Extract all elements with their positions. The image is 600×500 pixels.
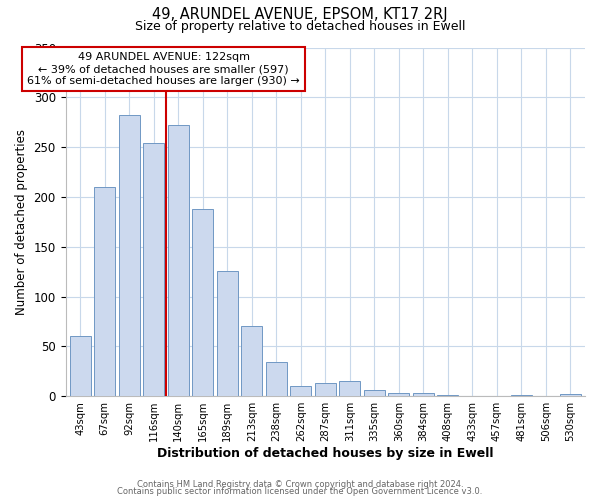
Text: 49 ARUNDEL AVENUE: 122sqm
← 39% of detached houses are smaller (597)
61% of semi: 49 ARUNDEL AVENUE: 122sqm ← 39% of detac… — [27, 52, 300, 86]
Bar — [217, 270, 238, 396]
Bar — [70, 336, 91, 396]
Bar — [511, 395, 532, 396]
Bar — [266, 362, 287, 396]
Text: Contains public sector information licensed under the Open Government Licence v3: Contains public sector information licen… — [118, 487, 482, 496]
Bar — [241, 326, 262, 396]
Bar — [364, 390, 385, 396]
Bar — [315, 384, 335, 396]
Text: Contains HM Land Registry data © Crown copyright and database right 2024.: Contains HM Land Registry data © Crown c… — [137, 480, 463, 489]
Bar — [193, 209, 213, 396]
Bar — [290, 386, 311, 396]
Bar — [560, 394, 581, 396]
Y-axis label: Number of detached properties: Number of detached properties — [15, 129, 28, 315]
Text: Size of property relative to detached houses in Ewell: Size of property relative to detached ho… — [135, 20, 465, 33]
Bar — [437, 395, 458, 396]
Text: 49, ARUNDEL AVENUE, EPSOM, KT17 2RJ: 49, ARUNDEL AVENUE, EPSOM, KT17 2RJ — [152, 8, 448, 22]
X-axis label: Distribution of detached houses by size in Ewell: Distribution of detached houses by size … — [157, 447, 494, 460]
Bar — [340, 382, 360, 396]
Bar — [143, 143, 164, 396]
Bar — [388, 393, 409, 396]
Bar — [413, 393, 434, 396]
Bar — [119, 115, 140, 396]
Bar — [168, 125, 188, 396]
Bar — [94, 187, 115, 396]
